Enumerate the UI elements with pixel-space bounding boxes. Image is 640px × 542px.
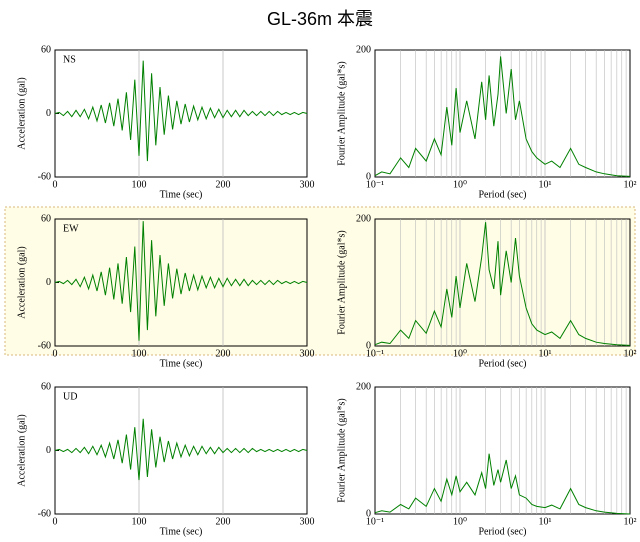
y-axis-label: Fourier Amplitude (gal*s)	[336, 230, 347, 334]
x-tick-label: 10⁻¹	[366, 516, 384, 527]
x-axis-label: Time (sec)	[160, 189, 203, 200]
x-axis-label: Period (sec)	[478, 358, 526, 369]
y-tick-label: 0	[366, 508, 371, 519]
x-tick-label: 300	[300, 179, 315, 190]
signal-line	[54, 60, 308, 162]
y-axis-label: Fourier Amplitude (gal*s)	[336, 61, 347, 165]
y-tick-label: -60	[38, 340, 51, 351]
x-tick-label: 200	[216, 516, 231, 527]
x-tick-label: 10²	[624, 348, 637, 359]
signal-line	[54, 221, 308, 341]
plot-area	[374, 386, 631, 515]
x-tick-label: 10²	[624, 516, 637, 527]
figure-title: GL-36m 本震	[267, 9, 373, 29]
x-tick-label: 10⁰	[453, 179, 467, 190]
y-tick-label: 0	[366, 171, 371, 182]
y-tick-label: 200	[356, 213, 371, 224]
signal-line	[374, 222, 631, 346]
y-tick-label: 0	[46, 445, 51, 456]
x-tick-label: 10²	[624, 179, 637, 190]
x-tick-label: 300	[300, 516, 315, 527]
x-axis-label: Time (sec)	[160, 526, 203, 537]
plot-area	[54, 49, 308, 178]
x-tick-label: 200	[216, 348, 231, 359]
x-tick-label: 10⁻¹	[366, 348, 384, 359]
signal-line	[54, 418, 308, 481]
x-tick-label: 0	[53, 516, 58, 527]
x-axis-label: Period (sec)	[478, 189, 526, 200]
x-tick-label: 10¹	[539, 348, 552, 359]
plot-area	[54, 386, 308, 515]
y-axis-label: Acceleration (gal)	[16, 414, 27, 486]
y-tick-label: -60	[38, 508, 51, 519]
x-tick-label: 300	[300, 348, 315, 359]
x-tick-label: 0	[53, 179, 58, 190]
y-tick-label: 60	[41, 213, 51, 224]
x-tick-label: 10¹	[539, 516, 552, 527]
x-tick-label: 0	[53, 348, 58, 359]
panel-tag: NS	[63, 54, 76, 65]
y-tick-label: 0	[366, 340, 371, 351]
x-tick-label: 100	[132, 516, 147, 527]
signal-line	[374, 453, 631, 515]
y-tick-label: 200	[356, 381, 371, 392]
x-tick-label: 10⁰	[453, 516, 467, 527]
x-tick-label: 200	[216, 179, 231, 190]
y-tick-label: -60	[38, 171, 51, 182]
x-tick-label: 100	[132, 179, 147, 190]
x-axis-label: Time (sec)	[160, 358, 203, 369]
x-tick-label: 10⁻¹	[366, 179, 384, 190]
x-tick-label: 10¹	[539, 179, 552, 190]
panel-tag: UD	[63, 391, 77, 402]
panel-tag: EW	[63, 223, 79, 234]
plot-area	[374, 49, 631, 178]
y-tick-label: 60	[41, 381, 51, 392]
y-tick-label: 60	[41, 44, 51, 55]
y-tick-label: 0	[46, 108, 51, 119]
x-tick-label: 10⁰	[453, 348, 467, 359]
highlight-row	[4, 206, 636, 356]
plot-area	[374, 218, 631, 347]
y-tick-label: 0	[46, 277, 51, 288]
y-axis-label: Acceleration (gal)	[16, 77, 27, 149]
y-tick-label: 200	[356, 44, 371, 55]
x-tick-label: 100	[132, 348, 147, 359]
signal-line	[374, 56, 631, 177]
x-axis-label: Period (sec)	[478, 526, 526, 537]
y-axis-label: Acceleration (gal)	[16, 246, 27, 318]
y-axis-label: Fourier Amplitude (gal*s)	[336, 398, 347, 502]
